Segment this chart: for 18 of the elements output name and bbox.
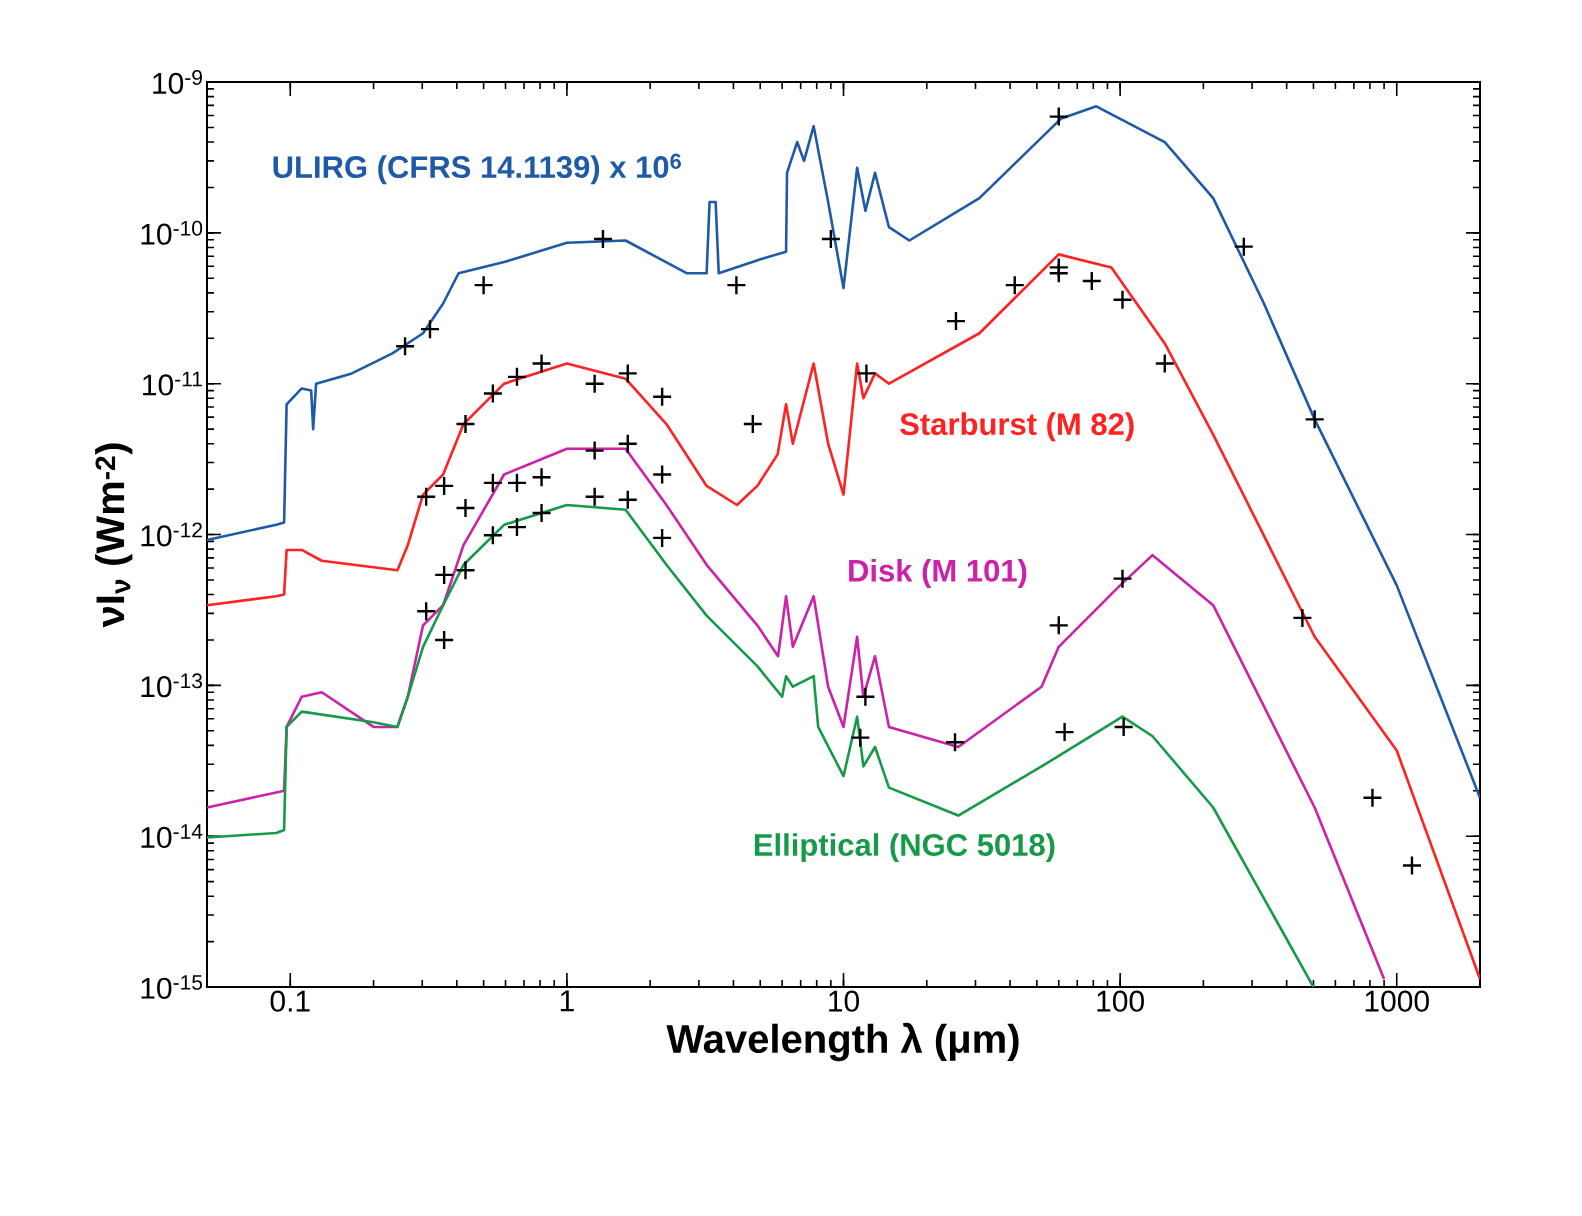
x-tick-label: 1000 xyxy=(1365,990,1429,1012)
x-tick-label: 100 xyxy=(1097,990,1144,1012)
series-label: Elliptical (NGC 5018) xyxy=(754,833,1055,863)
y-tick-label: 10$^{-14}$ xyxy=(141,824,203,849)
y-tick-label: 10$^{-9}$ xyxy=(153,70,202,95)
x-tick-label: 10 xyxy=(829,990,860,1012)
y-axis-title: νI$_{ν}$ (Wm$^{-2}$) xyxy=(95,443,133,628)
x-tick-label: 1 xyxy=(560,990,574,1012)
x-tick-label: 0.1 xyxy=(270,990,310,1012)
series-label: Starburst (M 82) xyxy=(900,412,1134,442)
y-tick-label: 10$^{-10}$ xyxy=(141,220,203,245)
series-label: Disk (M 101) xyxy=(849,558,1027,588)
y-tick-label: 10$^{-15}$ xyxy=(141,975,203,999)
y-tick-label: 10$^{-13}$ xyxy=(141,673,203,698)
y-tick-label: 10$^{-11}$ xyxy=(143,371,202,396)
x-axis-title: Wavelength λ (μm) xyxy=(666,1022,1019,1062)
y-tick-label: 10$^{-12}$ xyxy=(141,522,202,547)
series-label: ULIRG (CFRS 14.1139) x 10$^{6}$ xyxy=(273,153,681,185)
